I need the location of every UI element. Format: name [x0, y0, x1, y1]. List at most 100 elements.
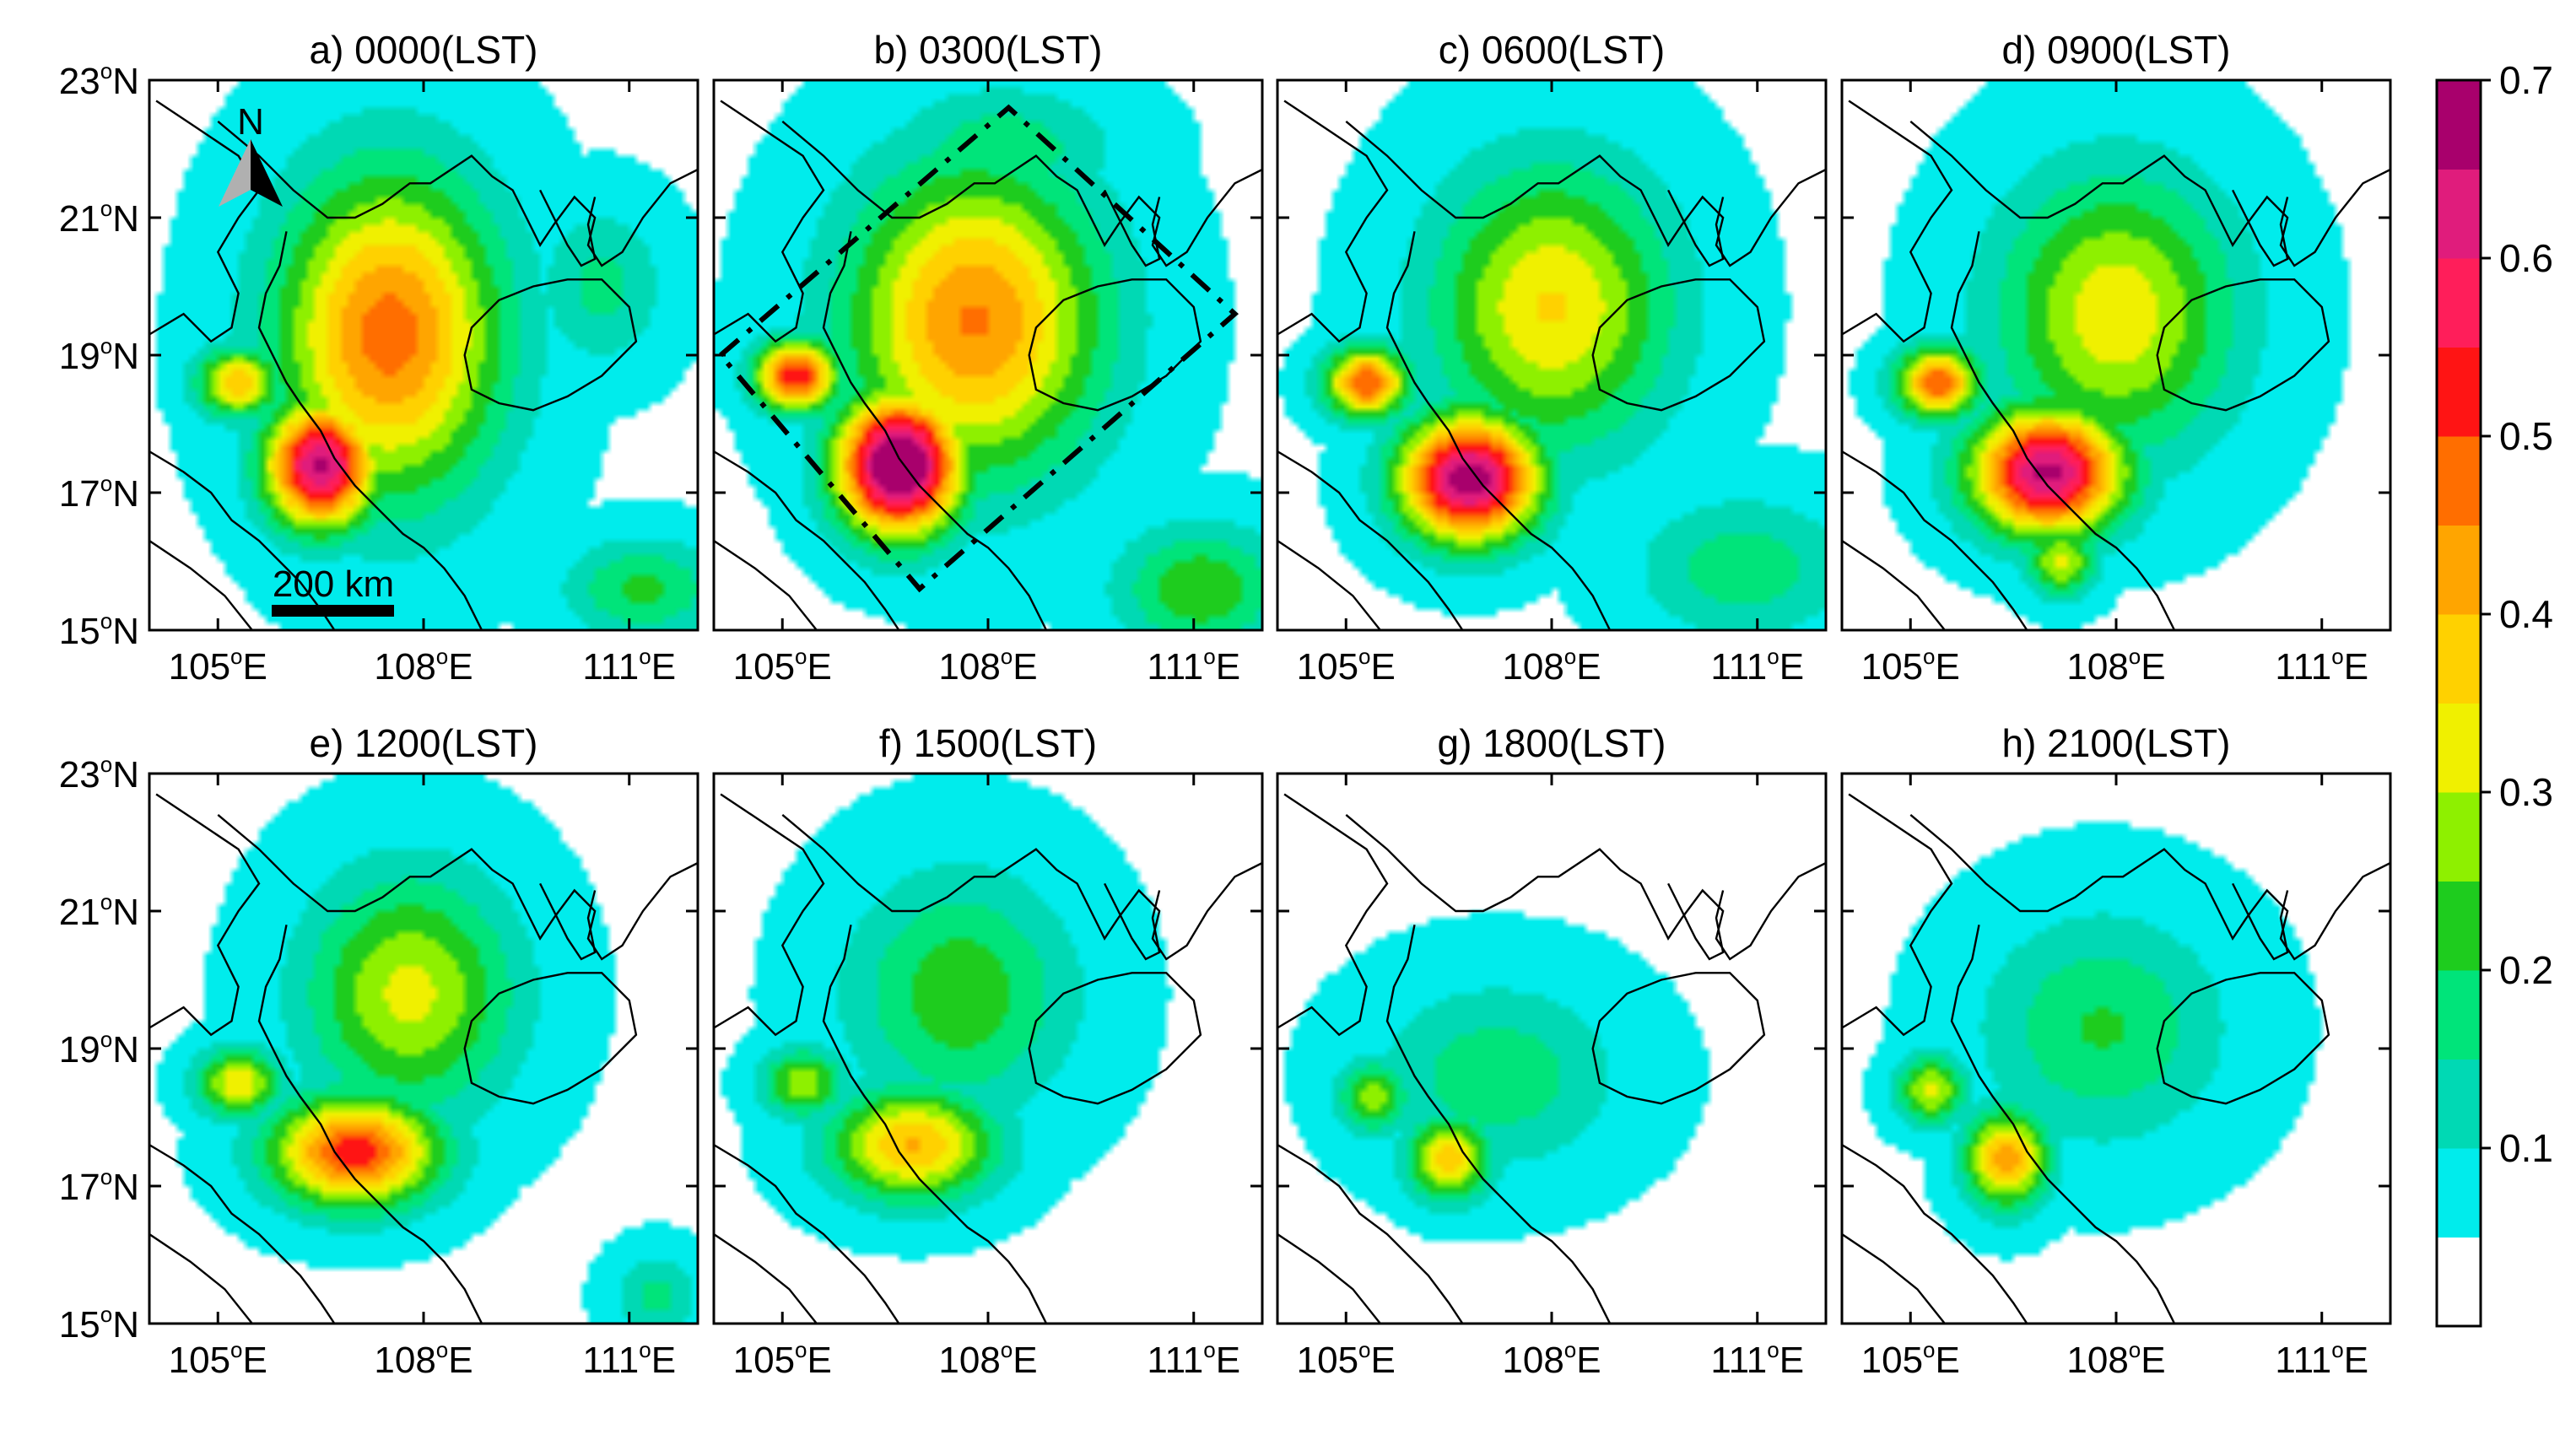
colorbar-bin: [2437, 169, 2481, 259]
lat-label-17: 17oN: [59, 471, 139, 515]
analysis-box: [716, 104, 1239, 593]
map-panel-b: 105oE 108oE 111oE b) 0300(LST): [712, 28, 1264, 688]
colorbar-label: 0.6: [2499, 236, 2553, 280]
colorbar-label: 0.5: [2499, 414, 2553, 458]
panel-title-e: e) 1200(LST): [309, 721, 537, 765]
map-panel-d: 105oE 108oE 111oE d) 0900(LST): [1840, 28, 2392, 688]
panel-title-b: b) 0300(LST): [873, 28, 1102, 72]
coastline: [714, 793, 1262, 1324]
coastline: [1277, 100, 1826, 630]
lon-label-108: 108oE: [374, 644, 473, 688]
colorbar-bin: [2437, 1148, 2481, 1238]
lat-label-23: 23oN: [59, 58, 139, 102]
precip-field: [714, 80, 1262, 630]
colorbar-bin: [2437, 881, 2481, 971]
map-panel-c: 105oE 108oE 111oE c) 0600(LST): [1276, 28, 1828, 688]
lon-label-108: 108oE: [938, 644, 1037, 688]
lat-label-19: 19oN: [59, 1027, 139, 1070]
lon-label-111: 111oE: [582, 1337, 676, 1381]
panel-title-c: c) 0600(LST): [1439, 28, 1665, 72]
colorbar-bin: [2437, 347, 2481, 437]
hainan-island: [2156, 972, 2330, 1105]
colorbar-frame: [2435, 78, 2482, 1328]
lat-label-21: 21oN: [59, 196, 139, 240]
lon-label-105: 105oE: [1861, 1337, 1960, 1381]
lon-label-108: 108oE: [2066, 644, 2165, 688]
colorbar: 0.1 0.2 0.3 0.4 0.5 0.6 0.7: [2435, 58, 2553, 1328]
lat-label-17: 17oN: [59, 1164, 139, 1208]
hainan-island: [463, 278, 638, 412]
precip-field: [1277, 80, 1826, 630]
colorbar-bin: [2437, 436, 2481, 526]
north-arrow-label: N: [237, 101, 264, 143]
lon-label-108: 108oE: [938, 1337, 1037, 1381]
hainan-island: [1028, 972, 1202, 1105]
lon-label-105: 105oE: [1861, 644, 1960, 688]
lon-label-108: 108oE: [1502, 1337, 1601, 1381]
colorbar-bin: [2437, 80, 2481, 170]
coastline: [1842, 100, 2390, 630]
map-panel-e: 23oN 21oN 19oN 17oN 15oN 105oE 108oE 111oE e) 12…: [59, 721, 699, 1381]
colorbar-label: 0.1: [2499, 1126, 2553, 1170]
north-arrow-right-icon: [251, 139, 283, 207]
map-panel-a: 23oN 21oN 19oN 17oN 15oN 105oE 108oE 111oE a) 00…: [59, 28, 699, 688]
lon-label-111: 111oE: [2275, 1337, 2368, 1381]
hainan-island: [1591, 278, 1766, 412]
hainan-island: [2156, 278, 2330, 412]
map-panel-g: 105oE 108oE 111oE g) 1800(LST): [1276, 721, 1828, 1381]
panel-title-g: g) 1800(LST): [1437, 721, 1666, 765]
panel-title-a: a) 0000(LST): [309, 28, 537, 72]
precip-field: [1842, 774, 2390, 1324]
lat-label-19: 19oN: [59, 333, 139, 377]
colorbar-label: 0.4: [2499, 592, 2553, 636]
precip-field: [1277, 774, 1826, 1324]
lon-label-105: 105oE: [1297, 1337, 1396, 1381]
map-panel-f: 105oE 108oE 111oE f) 1500(LST): [712, 721, 1264, 1381]
lon-label-105: 105oE: [733, 644, 832, 688]
colorbar-label: 0.2: [2499, 948, 2553, 992]
lon-label-111: 111oE: [1147, 644, 1240, 688]
precip-field: [1842, 80, 2390, 630]
lat-label-21: 21oN: [59, 889, 139, 933]
coastline: [149, 793, 698, 1324]
colorbar-bin: [2437, 1237, 2481, 1327]
colorbar-bin: [2437, 703, 2481, 793]
panel-title-f: f) 1500(LST): [879, 721, 1097, 765]
lon-label-105: 105oE: [169, 1337, 267, 1381]
colorbar-label: 0.3: [2499, 770, 2553, 814]
precip-field: [714, 774, 1262, 1324]
colorbar-bin: [2437, 258, 2481, 348]
lon-label-108: 108oE: [1502, 644, 1601, 688]
north-arrow: N: [219, 101, 283, 207]
lon-label-108: 108oE: [374, 1337, 473, 1381]
lon-label-105: 105oE: [733, 1337, 832, 1381]
panels-layer: 23oN 21oN 19oN 17oN 15oN 105oE 108oE 111oE a) 00…: [59, 28, 2392, 1381]
lat-label-15: 15oN: [59, 1302, 139, 1345]
lon-label-111: 111oE: [1710, 644, 1804, 688]
colorbar-bin: [2437, 525, 2481, 615]
lat-label-23: 23oN: [59, 752, 139, 795]
colorbar-bin: [2437, 970, 2481, 1060]
map-panel-h: 105oE 108oE 111oE h) 2100(LST): [1840, 721, 2392, 1381]
lon-label-105: 105oE: [1297, 644, 1396, 688]
lon-label-111: 111oE: [2275, 644, 2368, 688]
coastline: [149, 100, 698, 630]
hainan-island: [463, 972, 638, 1105]
hainan-island: [1591, 972, 1766, 1105]
north-arrow-left-icon: [219, 139, 251, 207]
panel-title-d: d) 0900(LST): [2001, 28, 2230, 72]
lon-label-105: 105oE: [169, 644, 267, 688]
coastline: [1842, 793, 2390, 1324]
colorbar-label: 0.7: [2499, 58, 2553, 102]
coastline: [1277, 793, 1826, 1324]
lon-label-111: 111oE: [1710, 1337, 1804, 1381]
scale-bar-line: [272, 605, 394, 617]
colorbar-bin: [2437, 1059, 2481, 1149]
precip-field: [149, 774, 698, 1324]
lon-label-111: 111oE: [1147, 1337, 1240, 1381]
scale-bar: 200 km: [272, 564, 394, 617]
lat-label-15: 15oN: [59, 608, 139, 652]
lon-label-108: 108oE: [2066, 1337, 2165, 1381]
lon-label-111: 111oE: [582, 644, 676, 688]
